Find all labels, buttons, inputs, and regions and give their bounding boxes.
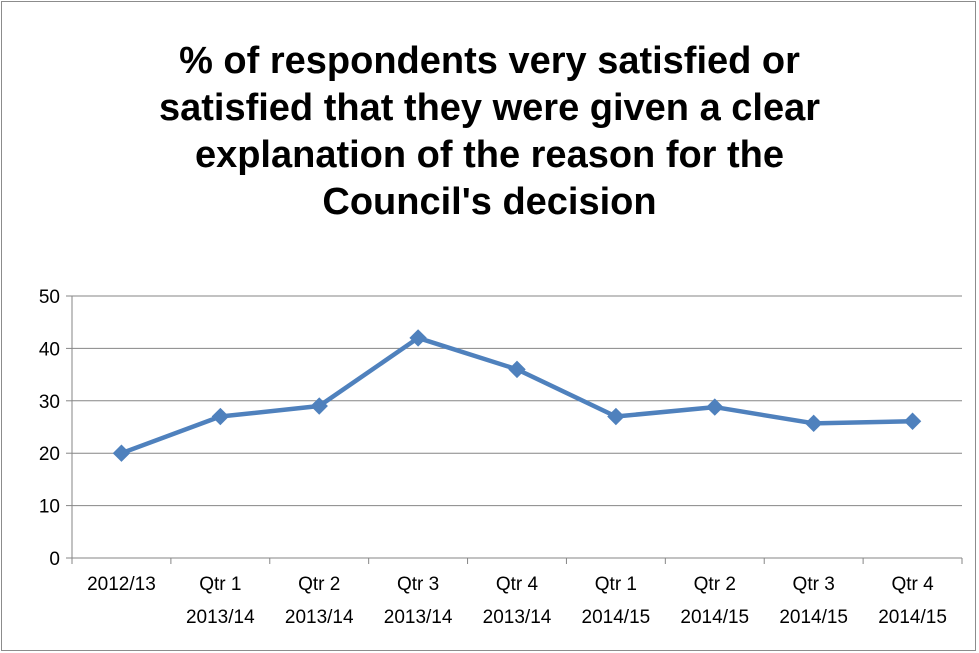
x-tick-label: 2013/14	[186, 607, 255, 628]
chart-title: % of respondents very satisfied or satis…	[2, 38, 977, 226]
x-tick-label: Qtr 4	[496, 574, 539, 595]
data-point-marker	[607, 407, 625, 426]
x-tick-label: 2013/14	[483, 607, 552, 628]
series-line	[119, 335, 915, 456]
data-point-marker	[112, 444, 131, 462]
data-point-marker	[804, 414, 823, 433]
data-point-marker	[903, 412, 922, 430]
chart-title-line: explanation of the reason for the	[194, 134, 785, 176]
data-point-marker	[706, 398, 724, 416]
y-tick-label: 50	[39, 287, 60, 308]
x-tick-label: 2014/15	[779, 607, 848, 628]
x-tick-label: Qtr 2	[694, 574, 736, 595]
data-point-marker	[409, 329, 427, 347]
chart-title-line: Council's decision	[322, 181, 657, 223]
x-tick-label: 2013/14	[384, 607, 453, 628]
chart-title-line: satisfied that they were given a clear	[158, 87, 821, 129]
data-point-marker	[310, 397, 328, 415]
chart-title-line: % of respondents very satisfied or	[179, 40, 800, 82]
x-tick-label: Qtr 2	[298, 574, 340, 595]
y-tick-label: 30	[39, 392, 60, 413]
x-tick-label: 2012/13	[87, 574, 156, 595]
data-point-marker	[211, 407, 230, 426]
data-point-marker	[508, 360, 526, 379]
y-tick-label: 40	[39, 339, 60, 360]
x-tick-label: Qtr 1	[199, 574, 241, 595]
x-tick-label: Qtr 3	[793, 574, 835, 595]
x-tick-label: 2014/15	[582, 607, 651, 628]
x-tick-label: Qtr 3	[397, 574, 439, 595]
y-tick-label: 20	[39, 444, 60, 465]
x-tick-label: Qtr 4	[891, 574, 934, 595]
x-tick-label: 2014/15	[878, 607, 947, 628]
x-tick-label: 2013/14	[285, 607, 354, 628]
x-tick-label: Qtr 1	[595, 574, 637, 595]
x-tick-label: 2014/15	[680, 607, 749, 628]
y-tick-label: 10	[39, 497, 60, 518]
y-tick-label: 0	[49, 549, 60, 570]
